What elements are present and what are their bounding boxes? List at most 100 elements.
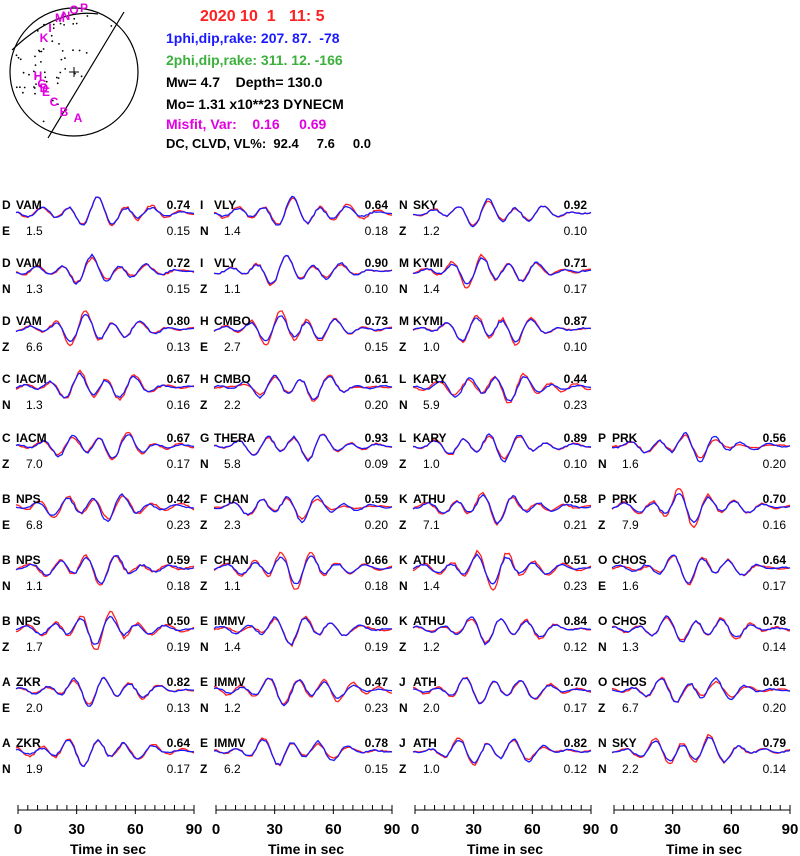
station-panel: E IMMV 0.78 Z 6.2 0.15 (200, 736, 393, 776)
beachball-station-label: D (40, 81, 49, 95)
synthetic-trace (213, 374, 393, 401)
polarity-dot (38, 49, 40, 52)
axis-tick-label: 30 (465, 821, 482, 838)
variance-reduction: 0.17 (564, 282, 588, 296)
polarity-dot (55, 76, 58, 79)
station-letter: O (598, 675, 607, 689)
component-label: N (2, 762, 11, 776)
axis-tick-label: 90 (384, 821, 401, 838)
correlation-value: 0.78 (763, 614, 787, 628)
variance-reduction: 0.10 (564, 457, 588, 471)
station-letter: D (2, 256, 11, 270)
station-code: ATHU (413, 614, 445, 628)
polarity-dot (34, 76, 37, 79)
correlation-value: 0.44 (564, 372, 588, 386)
nodal-plane-1: 1phi,dip,rake: 207. 87. -78 (166, 30, 340, 46)
correlation-value: 0.80 (167, 314, 191, 328)
nodal-plane-2: 2phi,dip,rake: 311. 12. -166 (166, 52, 343, 68)
variance-reduction: 0.20 (763, 457, 787, 471)
synthetic-trace (15, 253, 195, 285)
component-label: N (200, 224, 209, 238)
synthetic-trace (412, 256, 592, 285)
variance-reduction: 0.20 (365, 518, 389, 532)
variance-reduction: 0.23 (564, 579, 588, 593)
amplitude-value: 1.4 (224, 224, 241, 238)
polarity-dot (23, 86, 26, 89)
beachball-station-label: M (55, 11, 65, 25)
correlation-value: 0.89 (564, 431, 588, 445)
polarity-dot (110, 25, 113, 27)
station-code: ZKR (16, 675, 41, 689)
mw-value: 4.7 (200, 74, 221, 90)
phi1-value: 207. 87. -78 (260, 30, 340, 46)
amplitude-value: 6.7 (622, 701, 639, 715)
synthetic-trace (412, 317, 592, 343)
component-label: Z (598, 701, 605, 715)
station-code: SKY (612, 736, 637, 750)
magnitude-depth: Mw= 4.7 Depth= 130.0 (166, 74, 322, 90)
variance-reduction: 0.12 (564, 640, 588, 654)
polarity-dot (78, 49, 81, 52)
polarity-dot (19, 86, 21, 89)
synthetic-trace (413, 433, 592, 463)
station-letter: E (200, 736, 208, 750)
synthetic-trace (213, 315, 393, 342)
synthetic-trace (412, 738, 592, 764)
station-panel: M KYMI 0.71 N 1.4 0.17 (399, 253, 592, 296)
axis-title: Time in sec (666, 841, 742, 856)
correlation-value: 0.64 (167, 736, 191, 750)
station-letter: I (200, 198, 203, 212)
synthetic-trace (611, 676, 790, 703)
amplitude-value: 1.3 (26, 282, 43, 296)
time-axis: 0 30 60 90 Time in sec (411, 805, 599, 856)
correlation-value: 0.87 (564, 314, 588, 328)
polarity-dot (45, 80, 48, 83)
misfit-variance: Misfit, Var: 0.16 0.69 (166, 116, 326, 132)
component-label: N (399, 701, 408, 715)
axis-tick-label: 90 (782, 821, 799, 838)
variance-reduction: 0.23 (365, 701, 389, 715)
station-code: VAM (16, 198, 42, 212)
station-code: ZKR (16, 736, 41, 750)
dc-clvd-vl: DC, CLVD, VL%: 92.4 7.6 0.0 (166, 136, 371, 151)
amplitude-value: 1.6 (622, 579, 639, 593)
station-panel: N SKY 0.79 N 2.2 0.14 (598, 733, 791, 776)
variance-reduction: 0.18 (365, 579, 389, 593)
correlation-value: 0.70 (763, 492, 787, 506)
correlation-value: 0.64 (763, 553, 787, 567)
station-panel: J ATH 0.82 Z 1.0 0.12 (399, 736, 592, 776)
station-letter: N (598, 736, 607, 750)
polarity-dot (75, 22, 78, 25)
component-label: N (399, 579, 408, 593)
axis-tick-label: 0 (411, 821, 419, 838)
polarity-dot (57, 103, 59, 106)
amplitude-value: 1.4 (224, 640, 241, 654)
polarity-dot (56, 82, 59, 85)
station-letter: E (200, 675, 208, 689)
component-label: N (2, 398, 11, 412)
station-code: THERA (214, 431, 256, 445)
correlation-value: 0.67 (167, 431, 191, 445)
amplitude-value: 5.8 (224, 457, 241, 471)
synthetic-trace (15, 615, 195, 646)
synthetic-trace (412, 677, 592, 705)
polarity-dot (52, 27, 55, 29)
polarity-dot (34, 64, 37, 66)
axis-tick-label: 0 (14, 821, 22, 838)
amplitude-value: 1.3 (622, 640, 639, 654)
variance-reduction: 0.10 (564, 340, 588, 354)
component-label: N (2, 579, 11, 593)
time-axis: 0 30 60 90 Time in sec (14, 805, 202, 856)
misfit-value: 0.16 (252, 116, 280, 132)
station-code: IMMV (214, 614, 245, 628)
amplitude-value: 5.9 (423, 398, 440, 412)
synthetic-trace (15, 738, 195, 768)
polarity-dot (19, 58, 22, 61)
mo-label: Mo= (166, 96, 195, 112)
component-label: N (399, 282, 408, 296)
polarity-dot (42, 48, 45, 50)
component-label: Z (399, 518, 406, 532)
synthetic-trace (15, 492, 195, 523)
station-letter: D (2, 198, 11, 212)
variance-reduction: 0.20 (763, 701, 787, 715)
